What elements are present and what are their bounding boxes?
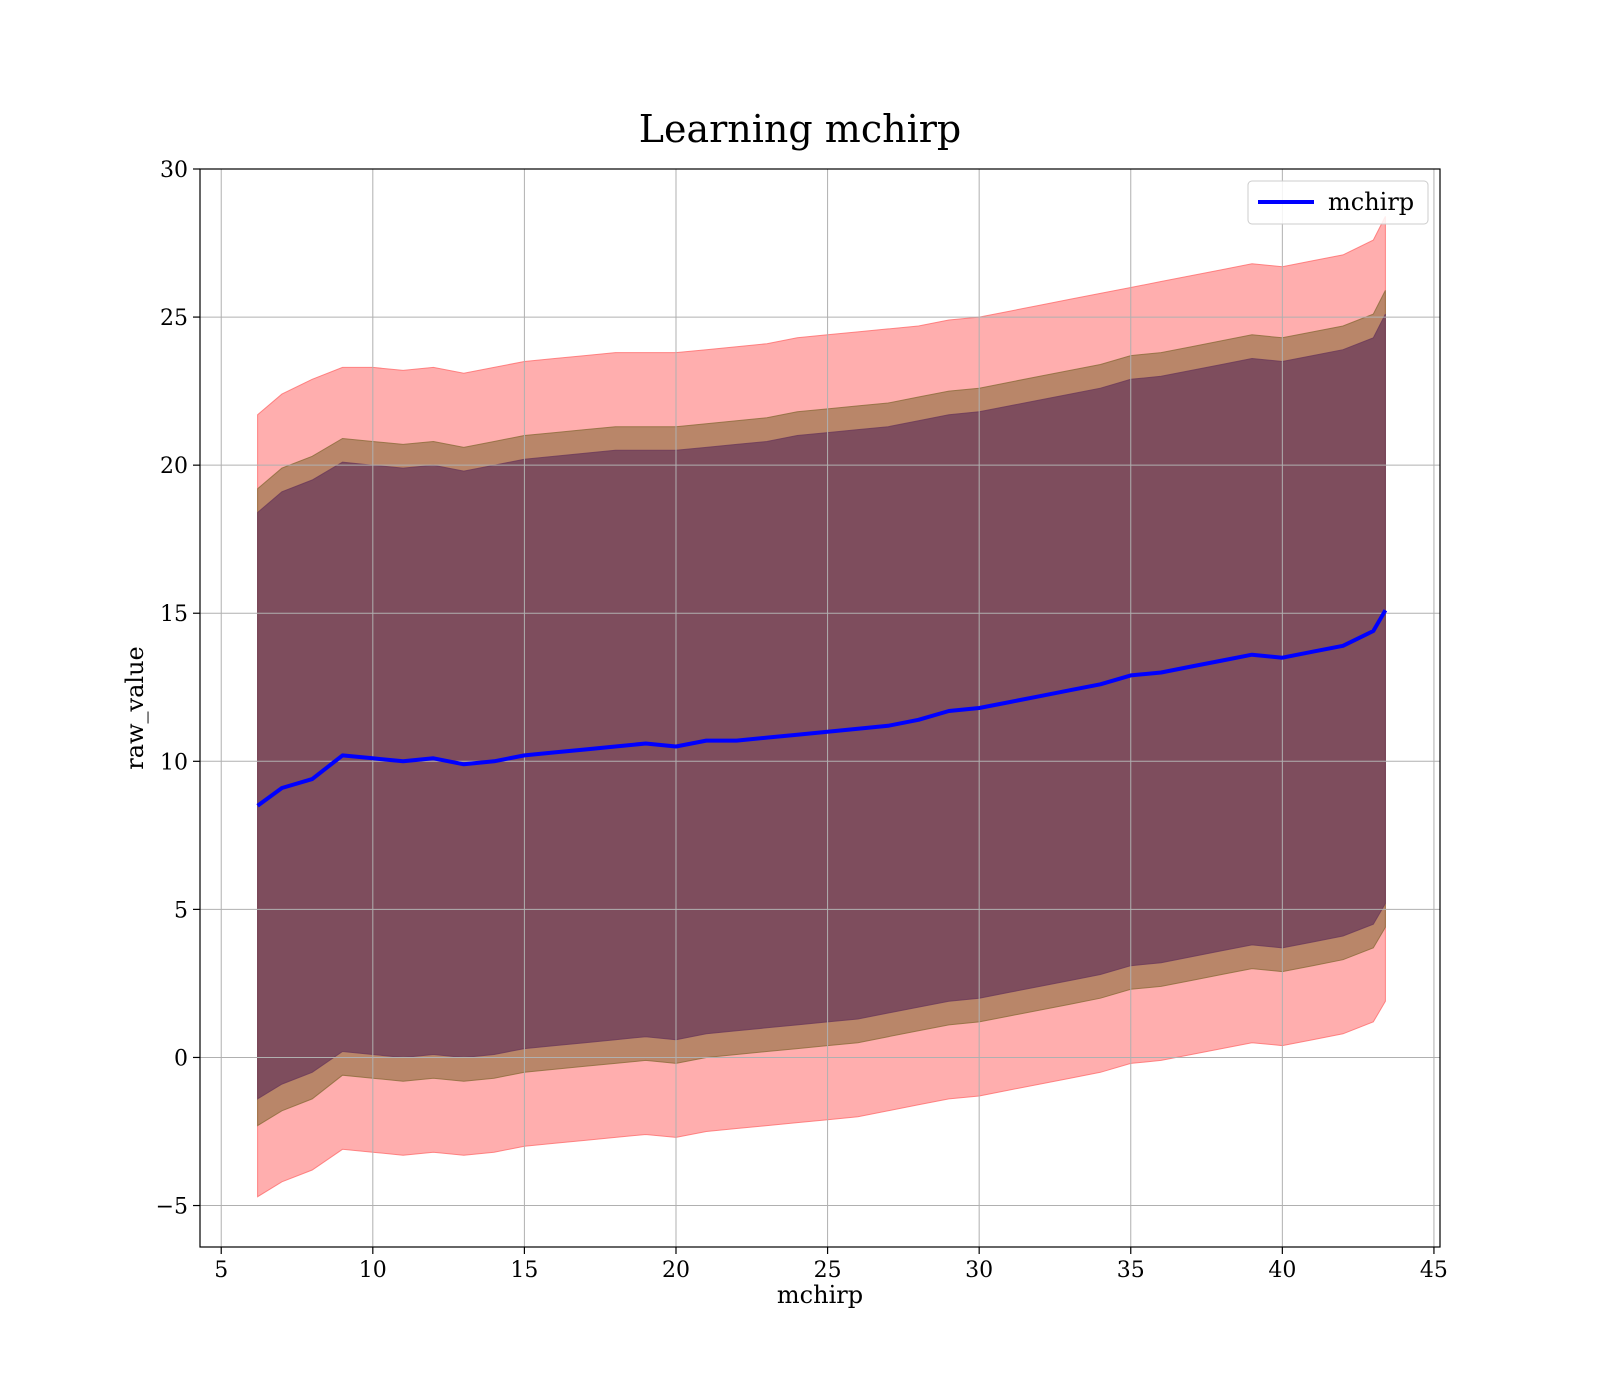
x-tick-label: 40 xyxy=(1268,1258,1296,1283)
grid-lines xyxy=(200,168,1440,1247)
legend-entry-label: mchirp xyxy=(1328,188,1414,216)
plot-frame xyxy=(199,168,1441,1248)
y-tick-label: 15 xyxy=(160,602,188,627)
y-tick-label: 10 xyxy=(160,750,188,775)
x-tick-label: 35 xyxy=(1117,1258,1145,1283)
x-tick-label: 20 xyxy=(662,1258,690,1283)
band-inner xyxy=(257,313,1386,1100)
y-axis-label: raw_value xyxy=(121,646,149,770)
chart-title: Learning mchirp xyxy=(639,107,961,151)
x-axis-label: mchirp xyxy=(777,1281,863,1309)
x-tick-label: 30 xyxy=(965,1258,993,1283)
y-tick-label: 0 xyxy=(174,1046,188,1071)
series-lines xyxy=(256,609,1388,808)
y-tick-label: 20 xyxy=(160,454,188,479)
x-tick-label: 10 xyxy=(359,1258,387,1283)
legend-box xyxy=(1247,180,1429,225)
y-tick-label: −5 xyxy=(156,1195,188,1220)
x-tick-label: 45 xyxy=(1420,1258,1448,1283)
x-tick-label: 25 xyxy=(814,1258,842,1283)
plot-area xyxy=(199,168,1441,1248)
series-line-mchirp xyxy=(256,609,1388,808)
x-axis: 5 10 15 20 25 30 35 40 45 xyxy=(214,1247,1448,1283)
y-tick-label: 30 xyxy=(160,158,188,183)
x-tick-label: 15 xyxy=(510,1258,538,1283)
legend: mchirp xyxy=(1247,180,1429,225)
y-tick-label: 25 xyxy=(160,306,188,331)
x-tick-label: 5 xyxy=(214,1258,228,1283)
y-tick-label: 5 xyxy=(174,898,188,923)
confidence-bands xyxy=(257,216,1386,1198)
y-axis: −5 0 5 10 15 20 25 30 xyxy=(156,158,200,1220)
